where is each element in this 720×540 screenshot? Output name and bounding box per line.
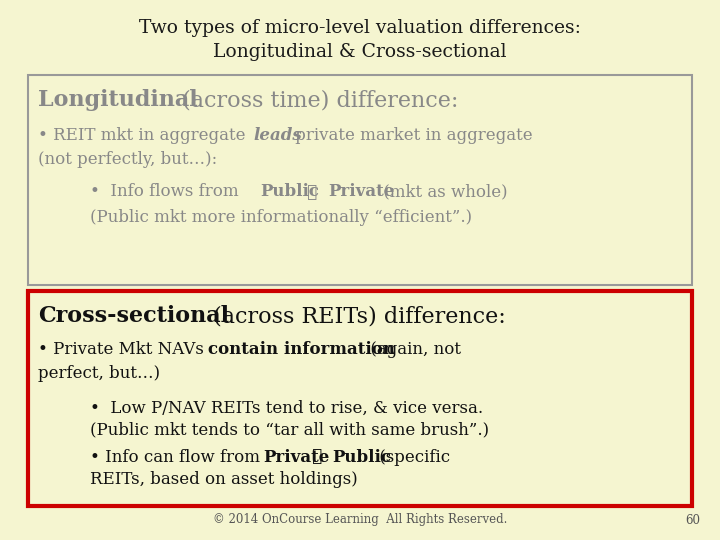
Text: Private: Private xyxy=(328,184,395,200)
Text: Public: Public xyxy=(260,184,319,200)
Text: perfect, but…): perfect, but…) xyxy=(38,366,160,382)
Text: © 2014 OnCourse Learning  All Rights Reserved.: © 2014 OnCourse Learning All Rights Rese… xyxy=(213,514,507,526)
Text: private market in aggregate: private market in aggregate xyxy=(290,126,533,144)
Text: 60: 60 xyxy=(685,514,700,526)
Text: (mkt as whole): (mkt as whole) xyxy=(378,184,508,200)
FancyBboxPatch shape xyxy=(28,291,692,506)
Text: • Info can flow from: • Info can flow from xyxy=(90,449,265,465)
Text: • REIT mkt in aggregate: • REIT mkt in aggregate xyxy=(38,126,251,144)
Text: (across REITs) difference:: (across REITs) difference: xyxy=(206,305,505,327)
Text: Cross-sectional: Cross-sectional xyxy=(38,305,229,327)
Text: •  Low P/NAV REITs tend to rise, & vice versa.: • Low P/NAV REITs tend to rise, & vice v… xyxy=(90,400,483,416)
Text: contain information: contain information xyxy=(208,341,395,359)
Text: Two types of micro-level valuation differences:: Two types of micro-level valuation diffe… xyxy=(139,19,581,37)
Text: (across time) difference:: (across time) difference: xyxy=(175,89,459,111)
Text: ➜: ➜ xyxy=(302,184,323,200)
Text: leads: leads xyxy=(253,126,302,144)
Text: • Private Mkt NAVs: • Private Mkt NAVs xyxy=(38,341,209,359)
Text: (again, not: (again, not xyxy=(365,341,461,359)
Text: (Public mkt more informationally “efficient”.): (Public mkt more informationally “effici… xyxy=(90,208,472,226)
Text: Longitudinal & Cross-sectional: Longitudinal & Cross-sectional xyxy=(213,43,507,61)
Text: •  Info flows from: • Info flows from xyxy=(90,184,244,200)
Text: (not perfectly, but…):: (not perfectly, but…): xyxy=(38,152,217,168)
Text: Longitudinal: Longitudinal xyxy=(38,89,197,111)
Text: Private: Private xyxy=(263,449,329,465)
Text: ➜: ➜ xyxy=(307,449,328,465)
FancyBboxPatch shape xyxy=(28,75,692,285)
Text: REITs, based on asset holdings): REITs, based on asset holdings) xyxy=(90,471,358,489)
Text: (specific: (specific xyxy=(374,449,450,465)
Text: Public: Public xyxy=(332,449,391,465)
Text: (Public mkt tends to “tar all with same brush”.): (Public mkt tends to “tar all with same … xyxy=(90,422,489,438)
